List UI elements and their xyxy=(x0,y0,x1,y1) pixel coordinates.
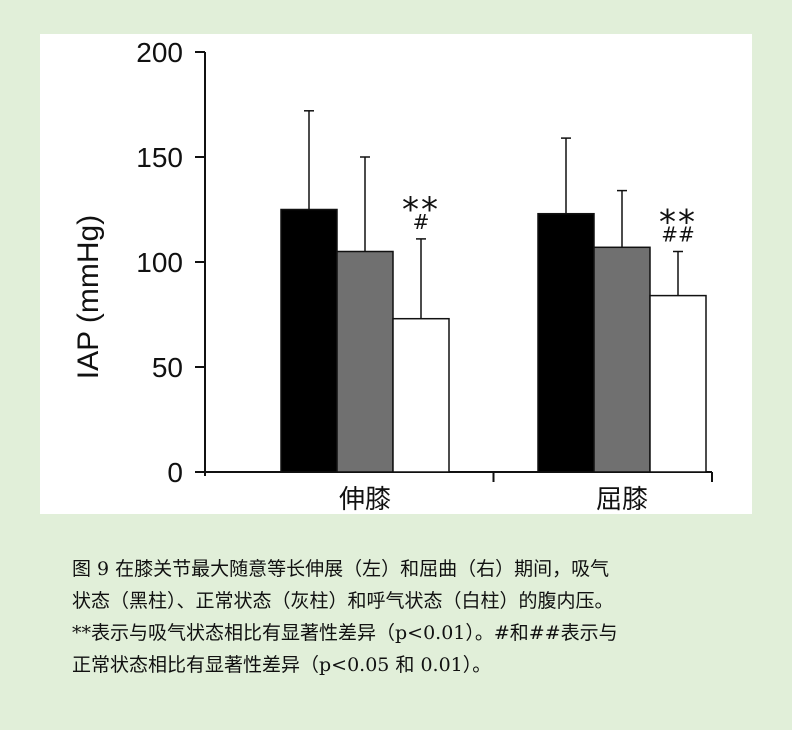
plot-panel: 0 50 100 150 200 伸膝 屈膝 # ** ## ** IAP (mmHg) xyxy=(40,34,752,514)
bar xyxy=(593,246,651,473)
caption-line: 正常状态相比有显著性差异（p<0.05 和 0.01）。 xyxy=(72,654,492,676)
y-tick-label: 150 xyxy=(136,142,183,173)
bar xyxy=(336,250,394,473)
y-tick-label: 200 xyxy=(136,37,183,68)
y-tick-label: 100 xyxy=(136,247,183,278)
figure-caption: 图 9 在膝关节最大随意等长伸展（左）和屈曲（右）期间，吸气 状态（黑柱）、正常… xyxy=(72,553,732,681)
significance-label: ** xyxy=(402,190,440,230)
caption-line: 图 9 在膝关节最大随意等长伸展（左）和屈曲（右）期间，吸气 xyxy=(72,558,610,580)
bar xyxy=(392,317,450,473)
x-category-label: 屈膝 xyxy=(596,485,648,514)
bar xyxy=(649,294,707,473)
caption-line: 状态（黑柱）、正常状态（灰柱）和呼气状态（白柱）的腹内压。 xyxy=(72,590,614,612)
bar xyxy=(537,212,595,473)
significance-label: ** xyxy=(659,203,697,243)
y-tick-label: 50 xyxy=(152,352,183,383)
y-tick-label: 0 xyxy=(167,457,183,488)
bar xyxy=(280,208,338,473)
significance-label: # xyxy=(413,210,430,234)
y-axis-label: IAP (mmHg) xyxy=(72,215,105,379)
x-category-label: 伸膝 xyxy=(339,485,391,514)
bars: #**##** xyxy=(280,110,707,473)
axis-labels: IAP (mmHg) xyxy=(72,215,105,379)
significance-label: ## xyxy=(661,223,695,247)
caption-line: **表示与吸气状态相比有显著性差异（p<0.01）。#和##表示与 xyxy=(72,622,618,644)
